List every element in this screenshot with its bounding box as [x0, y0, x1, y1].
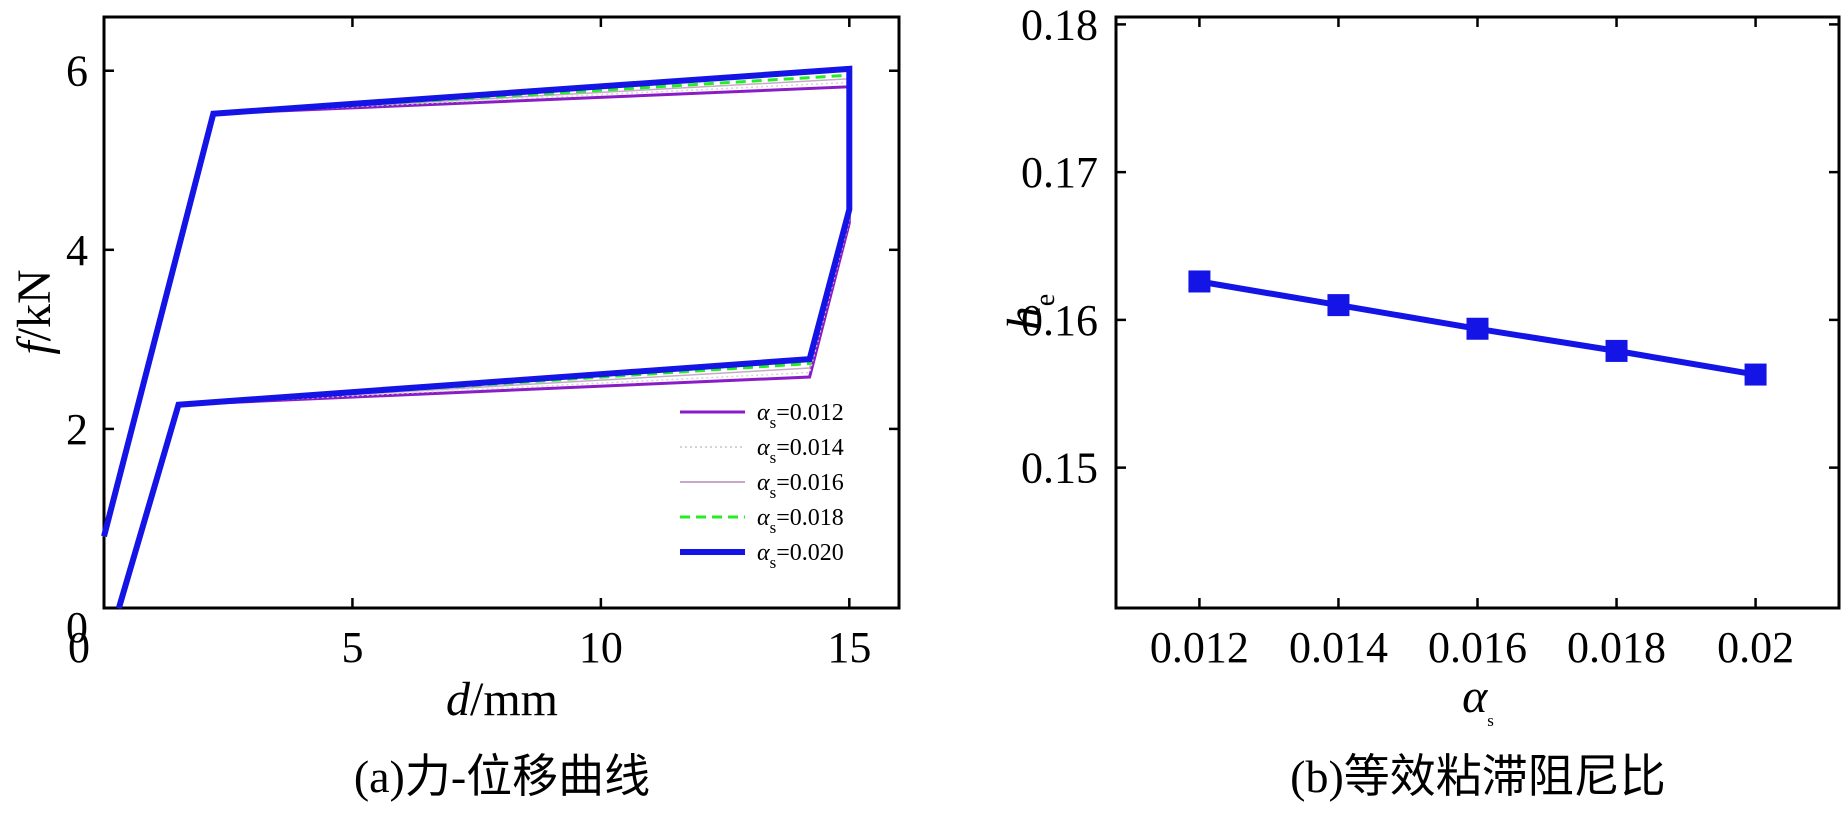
- x-tick-label-b: 0.012: [1150, 623, 1249, 672]
- y-tick-label-a: 2: [66, 405, 88, 454]
- data-point-square: [1327, 294, 1350, 317]
- tick-labels-b: 0.012 0.014 0.016 0.018 0.02 0.15 0.16 0.17 0.18: [1021, 0, 1794, 672]
- x-axis-label-a: d/mm: [446, 673, 558, 726]
- legend-label: αs=0.018: [757, 505, 844, 537]
- x-tick-label-a: 15: [827, 623, 871, 672]
- legend-label: αs=0.014: [757, 435, 844, 467]
- y-axis-label-a: f/kN: [8, 269, 61, 354]
- legend-label: αs=0.012: [757, 400, 844, 432]
- x-tick-label-a: 5: [341, 623, 363, 672]
- x-tick-label-b: 0.014: [1289, 623, 1388, 672]
- y-axis-label-b: he: [998, 294, 1061, 330]
- x-tick-label-b: 0.02: [1717, 623, 1794, 672]
- data-point-square: [1188, 270, 1211, 293]
- caption-b: (b)等效粘滞阻尼比: [1290, 751, 1666, 802]
- axis-ticks-a: [102, 17, 899, 610]
- series-line-a-0: [102, 85, 851, 609]
- y-tick-label-b: 0.16: [1021, 296, 1098, 345]
- data-point-square: [1744, 363, 1767, 386]
- series-group-b: [1188, 270, 1767, 386]
- y-tick-label-a: 4: [66, 226, 88, 275]
- x-tick-label-a: 10: [579, 623, 623, 672]
- series-line-a-2: [103, 78, 851, 609]
- series-line-a-1: [103, 81, 851, 609]
- data-point-square: [1605, 339, 1628, 362]
- y-tick-label-b: 0.18: [1021, 0, 1098, 49]
- legend-label: αs=0.020: [757, 540, 844, 572]
- plot-frame-a: [102, 15, 901, 610]
- x-tick-label-b: 0.016: [1428, 623, 1527, 672]
- plot-frame-b: [1114, 15, 1841, 610]
- y-tick-label-a: 6: [66, 47, 88, 96]
- x-tick-label-a: 0: [68, 623, 90, 672]
- series-group-a: [101, 65, 853, 609]
- series-line-a-3: [102, 73, 851, 609]
- data-point-square: [1466, 317, 1489, 340]
- damping-ratio-chart: 0.012 0.014 0.016 0.018 0.02 0.15 0.16 0.17 0.18…: [998, 0, 1841, 802]
- tick-labels-a: 0 5 10 15 2 4 6 0: [66, 47, 871, 672]
- force-displacement-chart: αs=0.012αs=0.014αs=0.016αs=0.018αs=0.020…: [8, 15, 901, 802]
- caption-a: (a)力-位移曲线: [354, 751, 650, 802]
- legend-label: αs=0.016: [757, 470, 844, 502]
- x-tick-label-b: 0.018: [1567, 623, 1666, 672]
- axis-ticks-b: [1116, 17, 1839, 608]
- x-axis-label-b: αs: [1462, 670, 1494, 730]
- y-tick-label-b: 0.15: [1021, 444, 1098, 493]
- y-tick-label-a: 0: [66, 603, 88, 652]
- series-line-a-4: [101, 65, 853, 609]
- y-tick-label-b: 0.17: [1021, 148, 1098, 197]
